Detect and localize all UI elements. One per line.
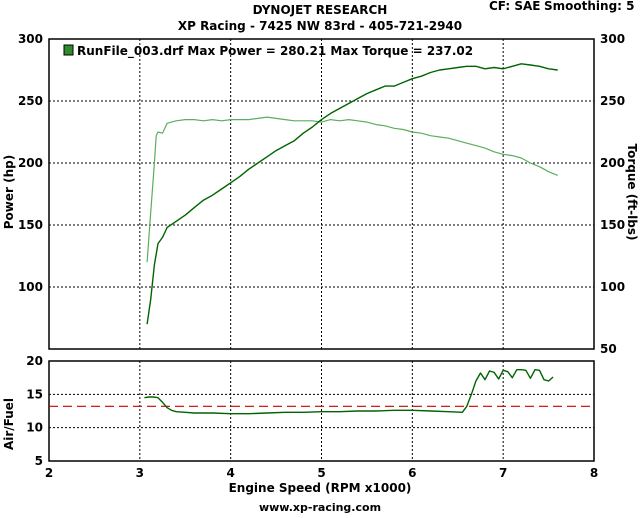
x-tick-label: 3 <box>136 466 144 480</box>
y2-tick-label: 300 <box>600 32 625 46</box>
legend: RunFile_003.drf Max Power = 280.21 Max T… <box>63 44 473 59</box>
correction-factor-label: CF: SAE <box>489 0 540 13</box>
air-fuel-series-line <box>144 369 554 415</box>
x-tick-label: 4 <box>226 466 234 480</box>
y-tick-label: 200 <box>18 156 43 170</box>
power-torque-panel: 100 150 200 250 300 50 100 150 200 250 300 <box>18 32 625 356</box>
y-tick-label: 150 <box>18 218 43 232</box>
torque-series-line <box>146 116 558 263</box>
chart-title: DYNOJET RESEARCH <box>253 3 388 17</box>
y-tick-label: 10 <box>26 421 43 435</box>
y2-tick-label: 50 <box>600 342 617 356</box>
y-tick-label: 100 <box>18 280 43 294</box>
y2-tick-label: 200 <box>600 156 625 170</box>
y-tick-label: 5 <box>35 454 43 468</box>
y2-tick-label: 100 <box>600 280 625 294</box>
air-fuel-panel: 5 10 15 20 2 3 4 5 6 7 8 <box>26 354 598 480</box>
x-tick-label: 8 <box>590 466 598 480</box>
power-axis-label: Power (hp) <box>2 155 16 229</box>
y-tick-label: 15 <box>26 387 43 401</box>
y-tick-label: 250 <box>18 94 43 108</box>
chart-subtitle: XP Racing - 7425 NW 83rd - 405-721-2940 <box>178 19 462 33</box>
footer-website: www.xp-racing.com <box>259 501 381 514</box>
x-tick-label: 6 <box>408 466 416 480</box>
smoothing-label: Smoothing: 5 <box>544 0 635 13</box>
plot-frame <box>48 38 595 350</box>
legend-text: RunFile_003.drf Max Power = 280.21 Max T… <box>77 44 473 59</box>
y-tick-label: 300 <box>18 32 43 46</box>
y-tick-label: 20 <box>26 354 43 368</box>
x-tick-label: 5 <box>317 466 325 480</box>
y2-tick-label: 150 <box>600 218 625 232</box>
y2-tick-label: 250 <box>600 94 625 108</box>
power-series-line <box>146 63 558 325</box>
x-tick-label: 7 <box>499 466 507 480</box>
legend-swatch <box>63 44 74 56</box>
x-axis-label: Engine Speed (RPM x1000) <box>229 481 412 495</box>
x-tick-label: 2 <box>45 466 53 480</box>
torque-axis-label: Torque (ft-lbs) <box>625 144 639 241</box>
air-fuel-axis-label: Air/Fuel <box>2 398 16 450</box>
